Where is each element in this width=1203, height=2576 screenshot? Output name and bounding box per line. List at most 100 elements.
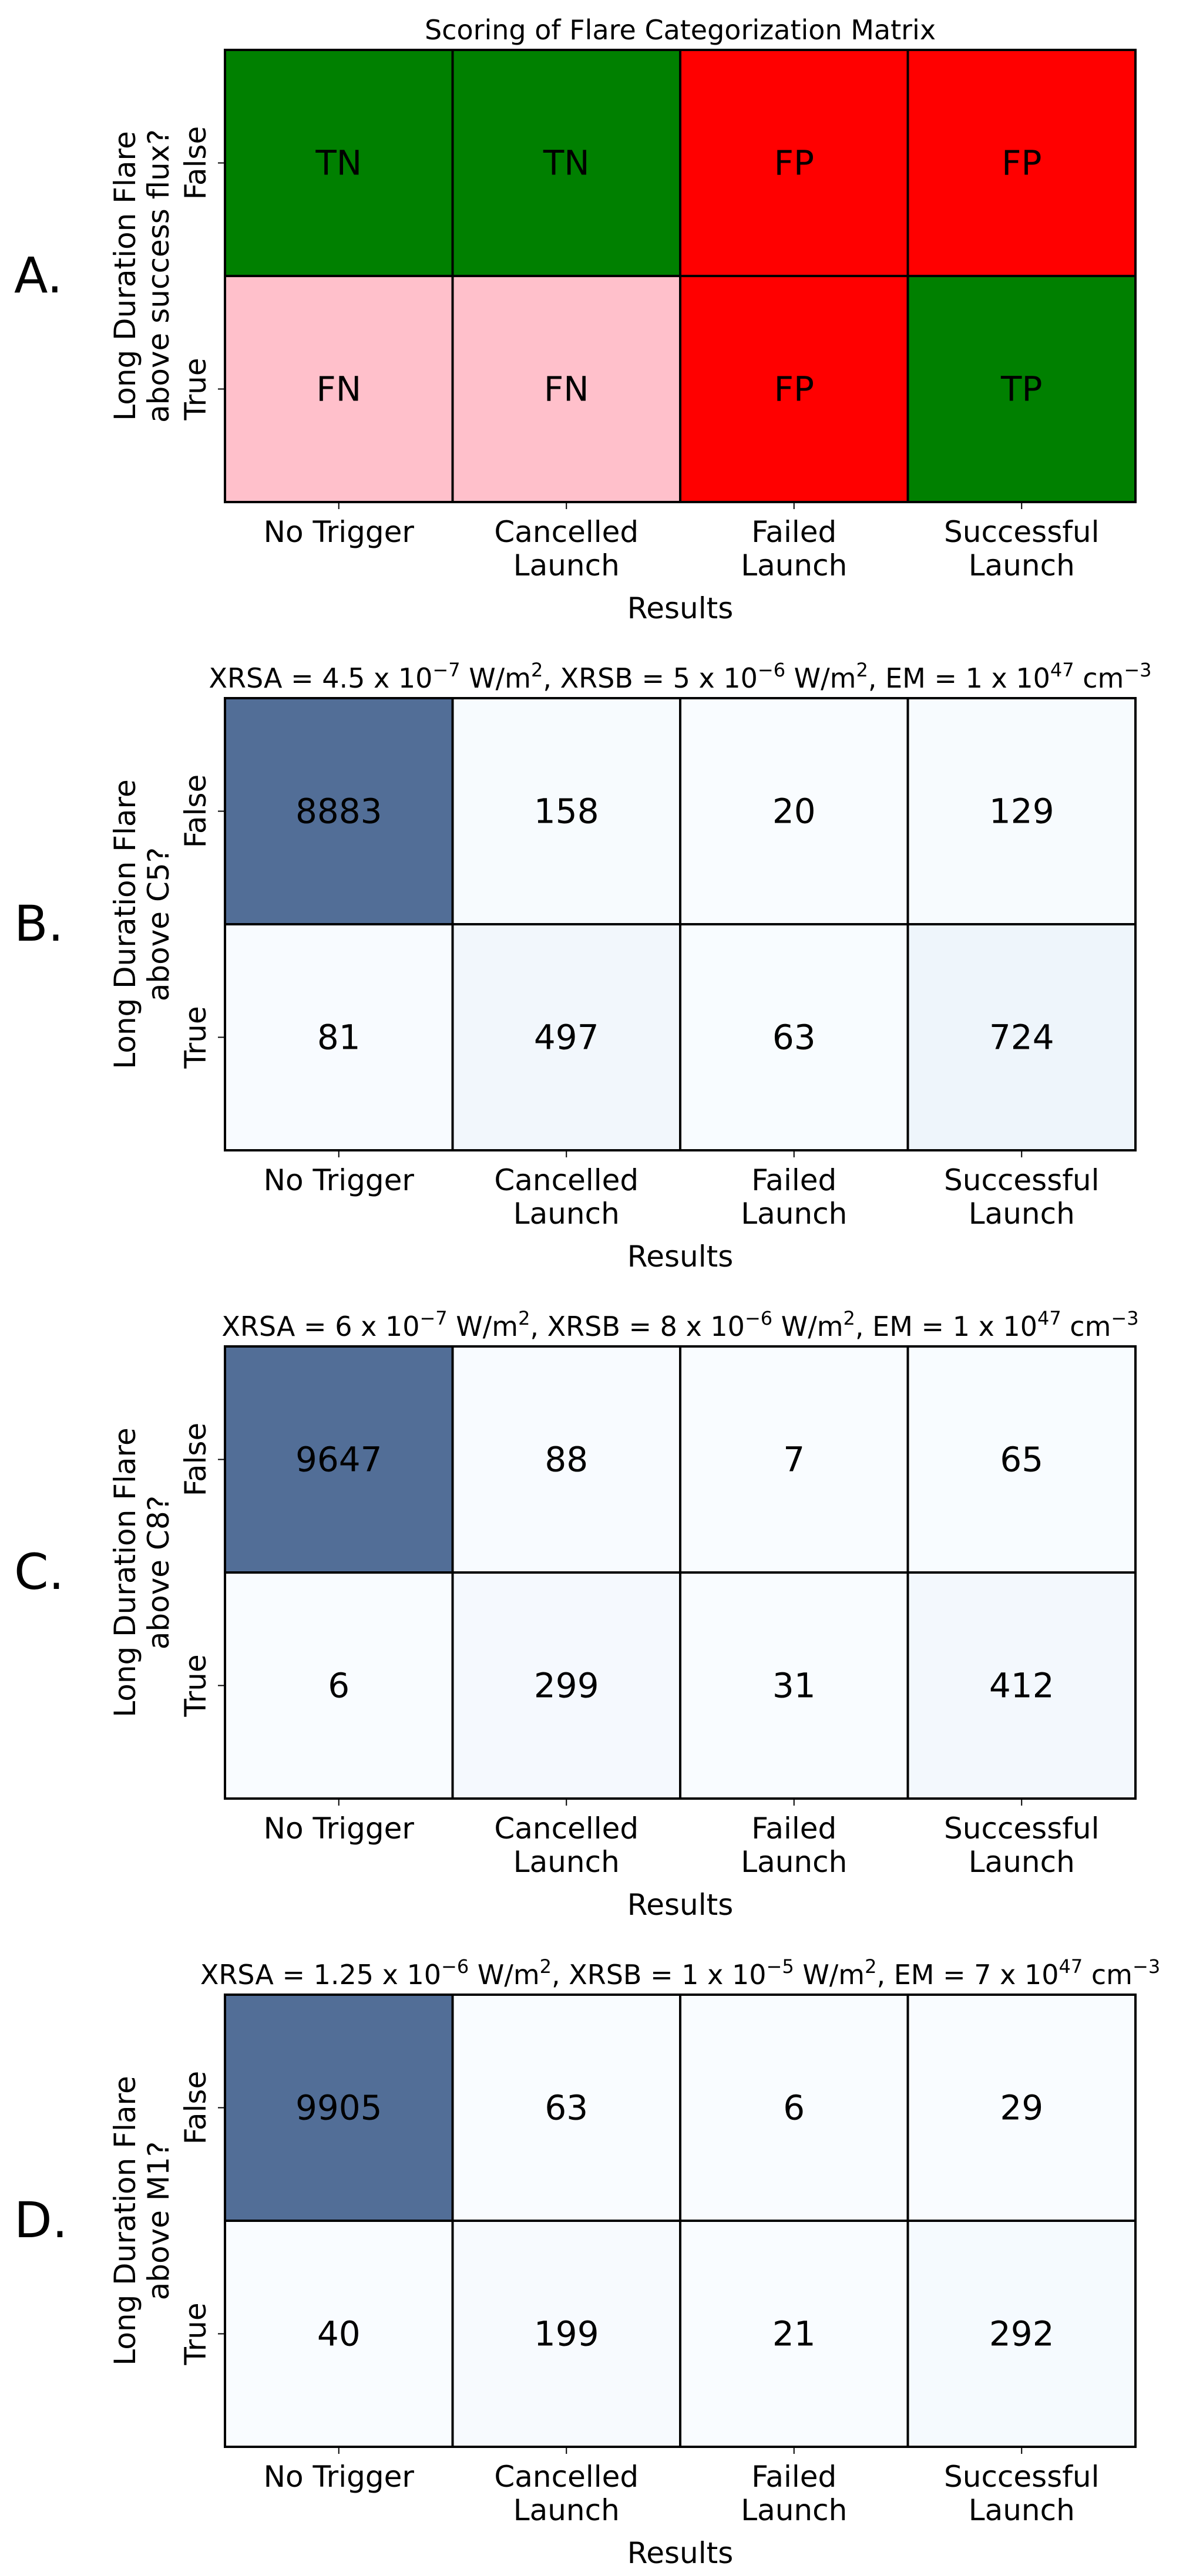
x-axis-label: Results	[627, 1888, 734, 1922]
x-axis-label: Results	[627, 1240, 734, 1274]
panel-b: 8883 158 20 129 81 497 63 724 No Trigger Cancelle…	[14, 659, 1152, 1274]
cell-label: 88	[545, 1440, 588, 1480]
cell-label: TN	[543, 143, 590, 183]
heatmap-cell	[224, 697, 454, 925]
y-tick-label: False	[179, 126, 213, 200]
cell-label: 63	[545, 2088, 588, 2128]
cell-label: 158	[534, 792, 599, 831]
heatmap-cell	[679, 923, 909, 1151]
heatmap-cell	[906, 275, 1137, 503]
x-tick-label: Cancelled	[494, 1163, 639, 1197]
cell-label: 9647	[295, 1440, 382, 1480]
heatmap-cell	[679, 1345, 909, 1574]
panel-label: A.	[14, 247, 63, 304]
x-tick-label: Launch	[969, 1197, 1075, 1231]
heatmap-cell	[224, 2220, 454, 2448]
x-tick-label: Launch	[969, 2493, 1075, 2527]
cell-label: 21	[772, 2314, 816, 2354]
x-tick-label: Successful	[944, 2460, 1099, 2494]
heatmap-cell	[906, 1994, 1137, 2222]
axes-frame	[224, 49, 1137, 503]
x-tick-label: Launch	[741, 548, 847, 582]
x-tick-label: No Trigger	[264, 2460, 415, 2494]
cell-label: 497	[534, 1018, 599, 1058]
axes-frame	[224, 1345, 1137, 1800]
y-axis-label: above C8?	[142, 1496, 176, 1649]
heatmap-cell	[451, 275, 681, 503]
y-axis-label: Long Duration Flare	[108, 2076, 142, 2365]
cell-label: 292	[989, 2314, 1054, 2354]
y-axis-label: above C5?	[142, 847, 176, 1001]
panel-label: D.	[14, 2191, 68, 2249]
x-tick-label: Cancelled	[494, 515, 639, 549]
cell-label: 7	[783, 1440, 805, 1480]
heatmap-cell	[906, 1571, 1137, 1800]
heatmap-cell	[224, 923, 454, 1151]
x-tick-label: Launch	[513, 1197, 620, 1231]
chart-title: XRSA = 6 x 10−7 W/m2, XRSB = 8 x 10−6 W/…	[221, 1307, 1138, 1342]
heatmap-cell	[906, 923, 1137, 1151]
x-tick-label: No Trigger	[264, 1163, 415, 1197]
cell-label: FN	[316, 369, 361, 409]
x-tick-label: Failed	[751, 2460, 836, 2494]
x-tick-label: Launch	[969, 548, 1075, 582]
cell-label: 129	[989, 792, 1054, 831]
heatmap-cell	[224, 1571, 454, 1800]
heatmap-cell	[451, 2220, 681, 2448]
cell-label: 199	[534, 2314, 599, 2354]
x-tick-label: Launch	[741, 1845, 847, 1879]
cell-label: 412	[989, 1666, 1054, 1706]
y-tick-label: False	[179, 775, 213, 848]
cell-label: FP	[1002, 143, 1041, 183]
x-tick-label: Failed	[751, 1163, 836, 1197]
panel-label: B.	[14, 895, 63, 952]
cell-label: 81	[317, 1018, 361, 1058]
y-tick-label: True	[179, 358, 213, 420]
x-axis-label: Results	[627, 2536, 734, 2570]
heatmap-cell	[224, 49, 454, 277]
cell-label: 8883	[295, 792, 382, 831]
heatmap-cell	[451, 923, 681, 1151]
cell-label: TP	[1000, 369, 1042, 409]
heatmap-cell	[679, 1571, 909, 1800]
x-tick-label: Launch	[513, 2493, 620, 2527]
x-tick-label: No Trigger	[264, 515, 415, 549]
x-tick-label: Launch	[513, 1845, 620, 1879]
x-tick-label: Launch	[969, 1845, 1075, 1879]
chart-title: XRSA = 1.25 x 10−6 W/m2, XRSB = 1 x 10−5…	[200, 1955, 1160, 1991]
x-tick-label: Failed	[751, 1811, 836, 1846]
heatmap-cell	[679, 2220, 909, 2448]
x-tick-label: No Trigger	[264, 1811, 415, 1846]
cell-label: FP	[774, 143, 814, 183]
chart-title: XRSA = 4.5 x 10−7 W/m2, XRSB = 5 x 10−6 …	[209, 659, 1151, 694]
heatmap-cell	[451, 1571, 681, 1800]
axes-frame	[224, 697, 1137, 1151]
heatmap-cell	[451, 49, 681, 277]
y-tick-label: True	[179, 1006, 213, 1069]
cell-label: 9905	[295, 2088, 382, 2128]
y-axis-label: Long Duration Flare	[108, 131, 142, 420]
y-axis-label: above M1?	[142, 2141, 176, 2301]
y-axis-label: above success flux?	[142, 129, 176, 423]
heatmap-cell	[906, 49, 1137, 277]
y-axis-label: Long Duration Flare	[108, 1427, 142, 1717]
cell-label: 40	[317, 2314, 361, 2354]
y-tick-label: False	[179, 2071, 213, 2145]
cell-label: 6	[328, 1666, 350, 1706]
cell-label: FN	[544, 369, 589, 409]
x-tick-label: Launch	[513, 548, 620, 582]
cell-label: 724	[989, 1018, 1054, 1058]
x-tick-label: Successful	[944, 1163, 1099, 1197]
y-tick-label: True	[179, 1654, 213, 1717]
cell-label: TN	[315, 143, 362, 183]
y-axis-label: Long Duration Flare	[108, 779, 142, 1069]
panel-label: C.	[14, 1543, 64, 1601]
x-tick-label: Successful	[944, 515, 1099, 549]
cell-label: 299	[534, 1666, 599, 1706]
axes-frame	[224, 1994, 1137, 2448]
heatmap-cell	[906, 2220, 1137, 2448]
